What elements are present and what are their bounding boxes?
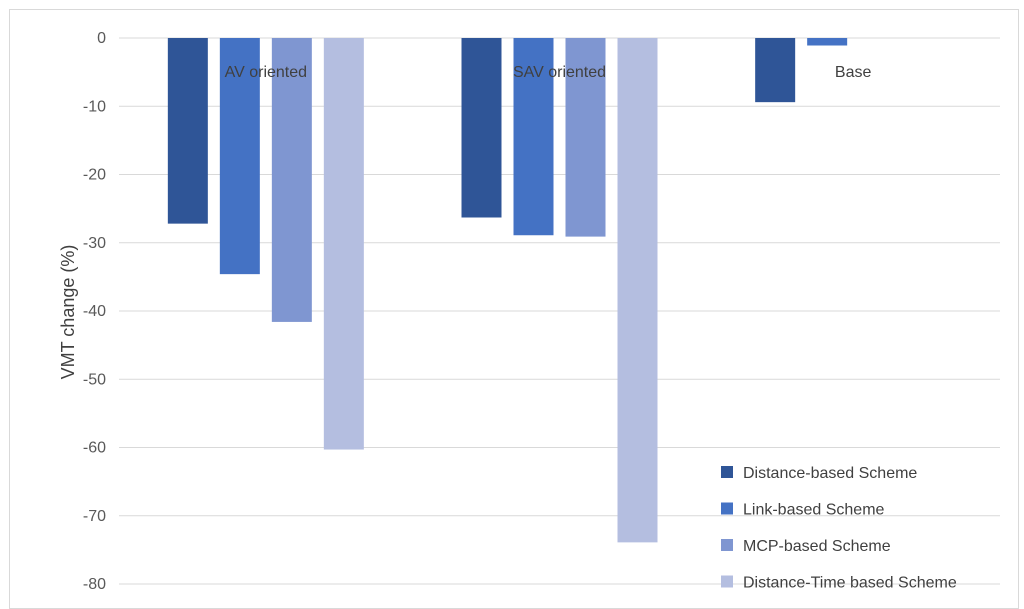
y-axis-ticks: 0 -10 -20 -30 -40 -50 -60 -70 -80 xyxy=(83,30,106,593)
bar xyxy=(271,38,312,322)
y-tick-label: -20 xyxy=(83,167,106,184)
y-tick-label: -60 xyxy=(83,440,106,457)
y-tick-label: -50 xyxy=(83,371,106,388)
bar xyxy=(755,38,796,103)
y-tick-label: -80 xyxy=(83,576,106,593)
y-tick-label: -30 xyxy=(83,235,106,252)
legend-swatch xyxy=(721,575,733,588)
legend-swatch xyxy=(721,539,733,551)
bars xyxy=(167,38,848,543)
bar xyxy=(167,38,208,224)
bar xyxy=(323,38,364,450)
y-tick-label: -70 xyxy=(83,508,106,525)
bar xyxy=(617,38,658,543)
y-axis-title: VMT change (%) xyxy=(58,245,78,380)
category-label: AV oriented xyxy=(225,64,307,81)
bar-chart: 0 -10 -20 -30 -40 -50 -60 -70 -80 AV oriented SAV… xyxy=(58,30,1000,593)
y-tick-label: -40 xyxy=(83,303,106,320)
y-tick-label: -10 xyxy=(83,98,106,115)
legend-swatch xyxy=(721,466,733,478)
bar xyxy=(565,38,606,237)
y-tick-label: 0 xyxy=(97,30,106,47)
grid-lines xyxy=(119,37,1000,585)
legend-label: Link-based Scheme xyxy=(743,502,885,519)
category-label: Base xyxy=(835,64,872,81)
bar xyxy=(807,38,848,46)
legend: Distance-based Scheme Link-based Scheme MC… xyxy=(721,465,957,592)
legend-swatch xyxy=(721,502,733,515)
legend-label: MCP-based Scheme xyxy=(743,538,891,555)
bar xyxy=(219,38,260,275)
category-label: SAV oriented xyxy=(513,64,606,81)
legend-label: Distance-based Scheme xyxy=(743,465,917,482)
bar xyxy=(513,38,554,236)
legend-label: Distance-Time based Scheme xyxy=(743,575,957,592)
bar xyxy=(461,38,502,218)
category-labels: AV oriented SAV oriented Base xyxy=(225,64,872,81)
